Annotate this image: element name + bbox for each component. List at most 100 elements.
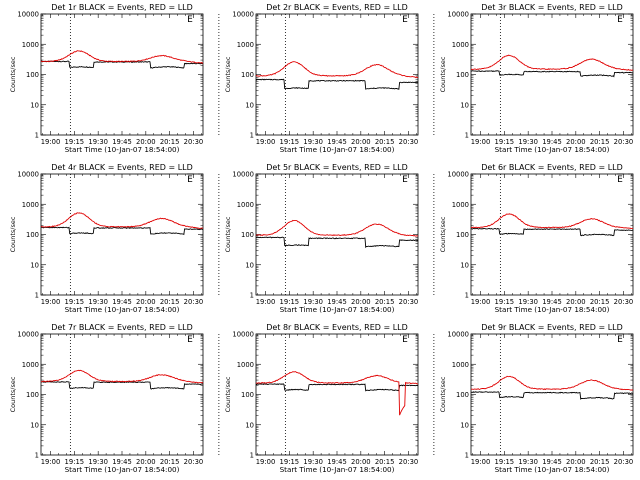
y-tick-label: 1000 bbox=[237, 201, 254, 209]
y-tick-label: 1 bbox=[250, 292, 254, 300]
plot-frame bbox=[255, 333, 419, 456]
flag-marker: E bbox=[617, 15, 623, 25]
x-tick-label: 19:00 bbox=[471, 458, 491, 466]
y-axis-label: Counts/sec bbox=[9, 376, 17, 412]
y-tick-label: 1000 bbox=[22, 201, 39, 209]
panel-title: Det 7r BLACK = Events, RED = LLD bbox=[51, 323, 193, 332]
y-tick-label: 10 bbox=[460, 261, 469, 269]
events-series-line bbox=[470, 227, 634, 237]
y-tick-label: 10000 bbox=[232, 331, 254, 339]
lld-series-line bbox=[255, 219, 419, 237]
x-tick-label: 19:45 bbox=[112, 458, 132, 466]
y-axis-label: Counts/sec bbox=[439, 376, 447, 412]
plot-frame bbox=[40, 333, 204, 456]
x-tick-label: 19:45 bbox=[112, 298, 132, 306]
y-tick-label: 10000 bbox=[17, 331, 39, 339]
y-tick-label: 10000 bbox=[447, 11, 469, 19]
plot-frame bbox=[470, 333, 634, 456]
y-tick-label: 10000 bbox=[232, 11, 254, 19]
x-tick-label: 20:30 bbox=[399, 458, 419, 466]
x-tick-label: 20:00 bbox=[136, 458, 156, 466]
y-tick-label: 10000 bbox=[447, 331, 469, 339]
x-tick-label: 19:00 bbox=[41, 458, 61, 466]
panel-title: Det 6r BLACK = Events, RED = LLD bbox=[481, 163, 623, 172]
y-tick-label: 10 bbox=[245, 421, 254, 429]
plot-frame bbox=[255, 13, 419, 136]
flag-marker: E bbox=[617, 175, 623, 185]
panel-title: Det 4r BLACK = Events, RED = LLD bbox=[51, 163, 193, 172]
lld-series-line bbox=[470, 375, 634, 391]
x-tick-label: 19:30 bbox=[303, 298, 323, 306]
x-tick-label: 19:30 bbox=[518, 138, 538, 146]
x-tick-label: 19:30 bbox=[88, 458, 108, 466]
y-tick-label: 1000 bbox=[237, 41, 254, 49]
y-tick-label: 10 bbox=[30, 421, 39, 429]
panel-8: Det 8r BLACK = Events, RED = LLD 1 10 100 10… bbox=[224, 323, 435, 474]
y-tick-label: 100 bbox=[456, 71, 469, 79]
lld-series-line bbox=[470, 54, 634, 71]
lld-series-line bbox=[255, 61, 419, 79]
x-tick-label: 19:15 bbox=[495, 298, 515, 306]
y-tick-label: 10 bbox=[30, 101, 39, 109]
x-tick-label: 20:15 bbox=[160, 458, 180, 466]
plot-frame bbox=[255, 173, 419, 296]
y-tick-label: 100 bbox=[241, 231, 254, 239]
x-tick-label: 20:30 bbox=[399, 298, 419, 306]
panel-5: Det 5r BLACK = Events, RED = LLD 1 10 100 10… bbox=[224, 163, 435, 314]
x-axis-label: Start Time (10-Jan-07 18:54:00) bbox=[65, 145, 180, 154]
x-axis-label: Start Time (10-Jan-07 18:54:00) bbox=[280, 465, 395, 474]
x-tick-label: 20:00 bbox=[351, 298, 371, 306]
x-tick-label: 19:00 bbox=[41, 298, 61, 306]
x-tick-label: 19:15 bbox=[280, 298, 300, 306]
panel-2: Det 2r BLACK = Events, RED = LLD 1 10 100 10… bbox=[224, 3, 435, 154]
x-tick-label: 20:30 bbox=[184, 458, 204, 466]
panel-3: Det 3r BLACK = Events, RED = LLD 1 10 100 10… bbox=[439, 3, 634, 154]
y-tick-label: 100 bbox=[456, 231, 469, 239]
x-tick-label: 20:15 bbox=[590, 298, 610, 306]
events-series-line bbox=[255, 78, 419, 90]
y-axis-label: Counts/sec bbox=[9, 56, 17, 92]
x-tick-label: 20:00 bbox=[351, 458, 371, 466]
events-series-line bbox=[40, 380, 204, 390]
x-tick-label: 20:15 bbox=[590, 458, 610, 466]
y-tick-label: 100 bbox=[456, 391, 469, 399]
panel-title: Det 3r BLACK = Events, RED = LLD bbox=[481, 3, 623, 12]
flag-marker: E bbox=[187, 15, 193, 25]
y-tick-label: 10000 bbox=[232, 171, 254, 179]
flag-marker: E bbox=[402, 335, 408, 345]
y-axis-label: Counts/sec bbox=[224, 216, 232, 252]
x-tick-label: 20:15 bbox=[160, 138, 180, 146]
lld-series-line bbox=[470, 213, 634, 230]
y-tick-label: 10 bbox=[30, 261, 39, 269]
panel-title: Det 8r BLACK = Events, RED = LLD bbox=[266, 323, 408, 332]
y-tick-label: 1000 bbox=[452, 201, 469, 209]
panel-title: Det 5r BLACK = Events, RED = LLD bbox=[266, 163, 408, 172]
x-tick-label: 19:15 bbox=[495, 138, 515, 146]
x-tick-label: 19:30 bbox=[88, 298, 108, 306]
x-tick-label: 19:00 bbox=[256, 138, 276, 146]
x-tick-label: 19:00 bbox=[471, 298, 491, 306]
x-tick-label: 19:00 bbox=[471, 138, 491, 146]
y-tick-label: 1 bbox=[250, 452, 254, 460]
panel-title: Det 9r BLACK = Events, RED = LLD bbox=[481, 323, 623, 332]
x-tick-label: 20:30 bbox=[184, 298, 204, 306]
x-tick-label: 19:30 bbox=[518, 298, 538, 306]
x-axis-label: Start Time (10-Jan-07 18:54:00) bbox=[495, 145, 610, 154]
panel-6: Det 6r BLACK = Events, RED = LLD 1 10 100 10… bbox=[439, 163, 634, 314]
flag-marker: E bbox=[187, 335, 193, 345]
x-tick-label: 20:15 bbox=[375, 298, 395, 306]
panel-7: Det 7r BLACK = Events, RED = LLD 1 10 100 10… bbox=[9, 323, 220, 474]
panel-title: Det 2r BLACK = Events, RED = LLD bbox=[266, 3, 408, 12]
x-tick-label: 19:45 bbox=[542, 458, 562, 466]
y-tick-label: 1000 bbox=[22, 41, 39, 49]
x-tick-label: 19:00 bbox=[41, 138, 61, 146]
x-axis-label: Start Time (10-Jan-07 18:54:00) bbox=[495, 305, 610, 314]
plot-frame bbox=[40, 13, 204, 136]
panel-4: Det 4r BLACK = Events, RED = LLD 1 10 100 10… bbox=[9, 163, 220, 314]
events-series-line bbox=[255, 383, 419, 392]
y-tick-label: 100 bbox=[26, 391, 39, 399]
x-tick-label: 20:15 bbox=[160, 298, 180, 306]
flag-marker: E bbox=[187, 175, 193, 185]
y-tick-label: 100 bbox=[241, 71, 254, 79]
y-tick-label: 100 bbox=[26, 231, 39, 239]
